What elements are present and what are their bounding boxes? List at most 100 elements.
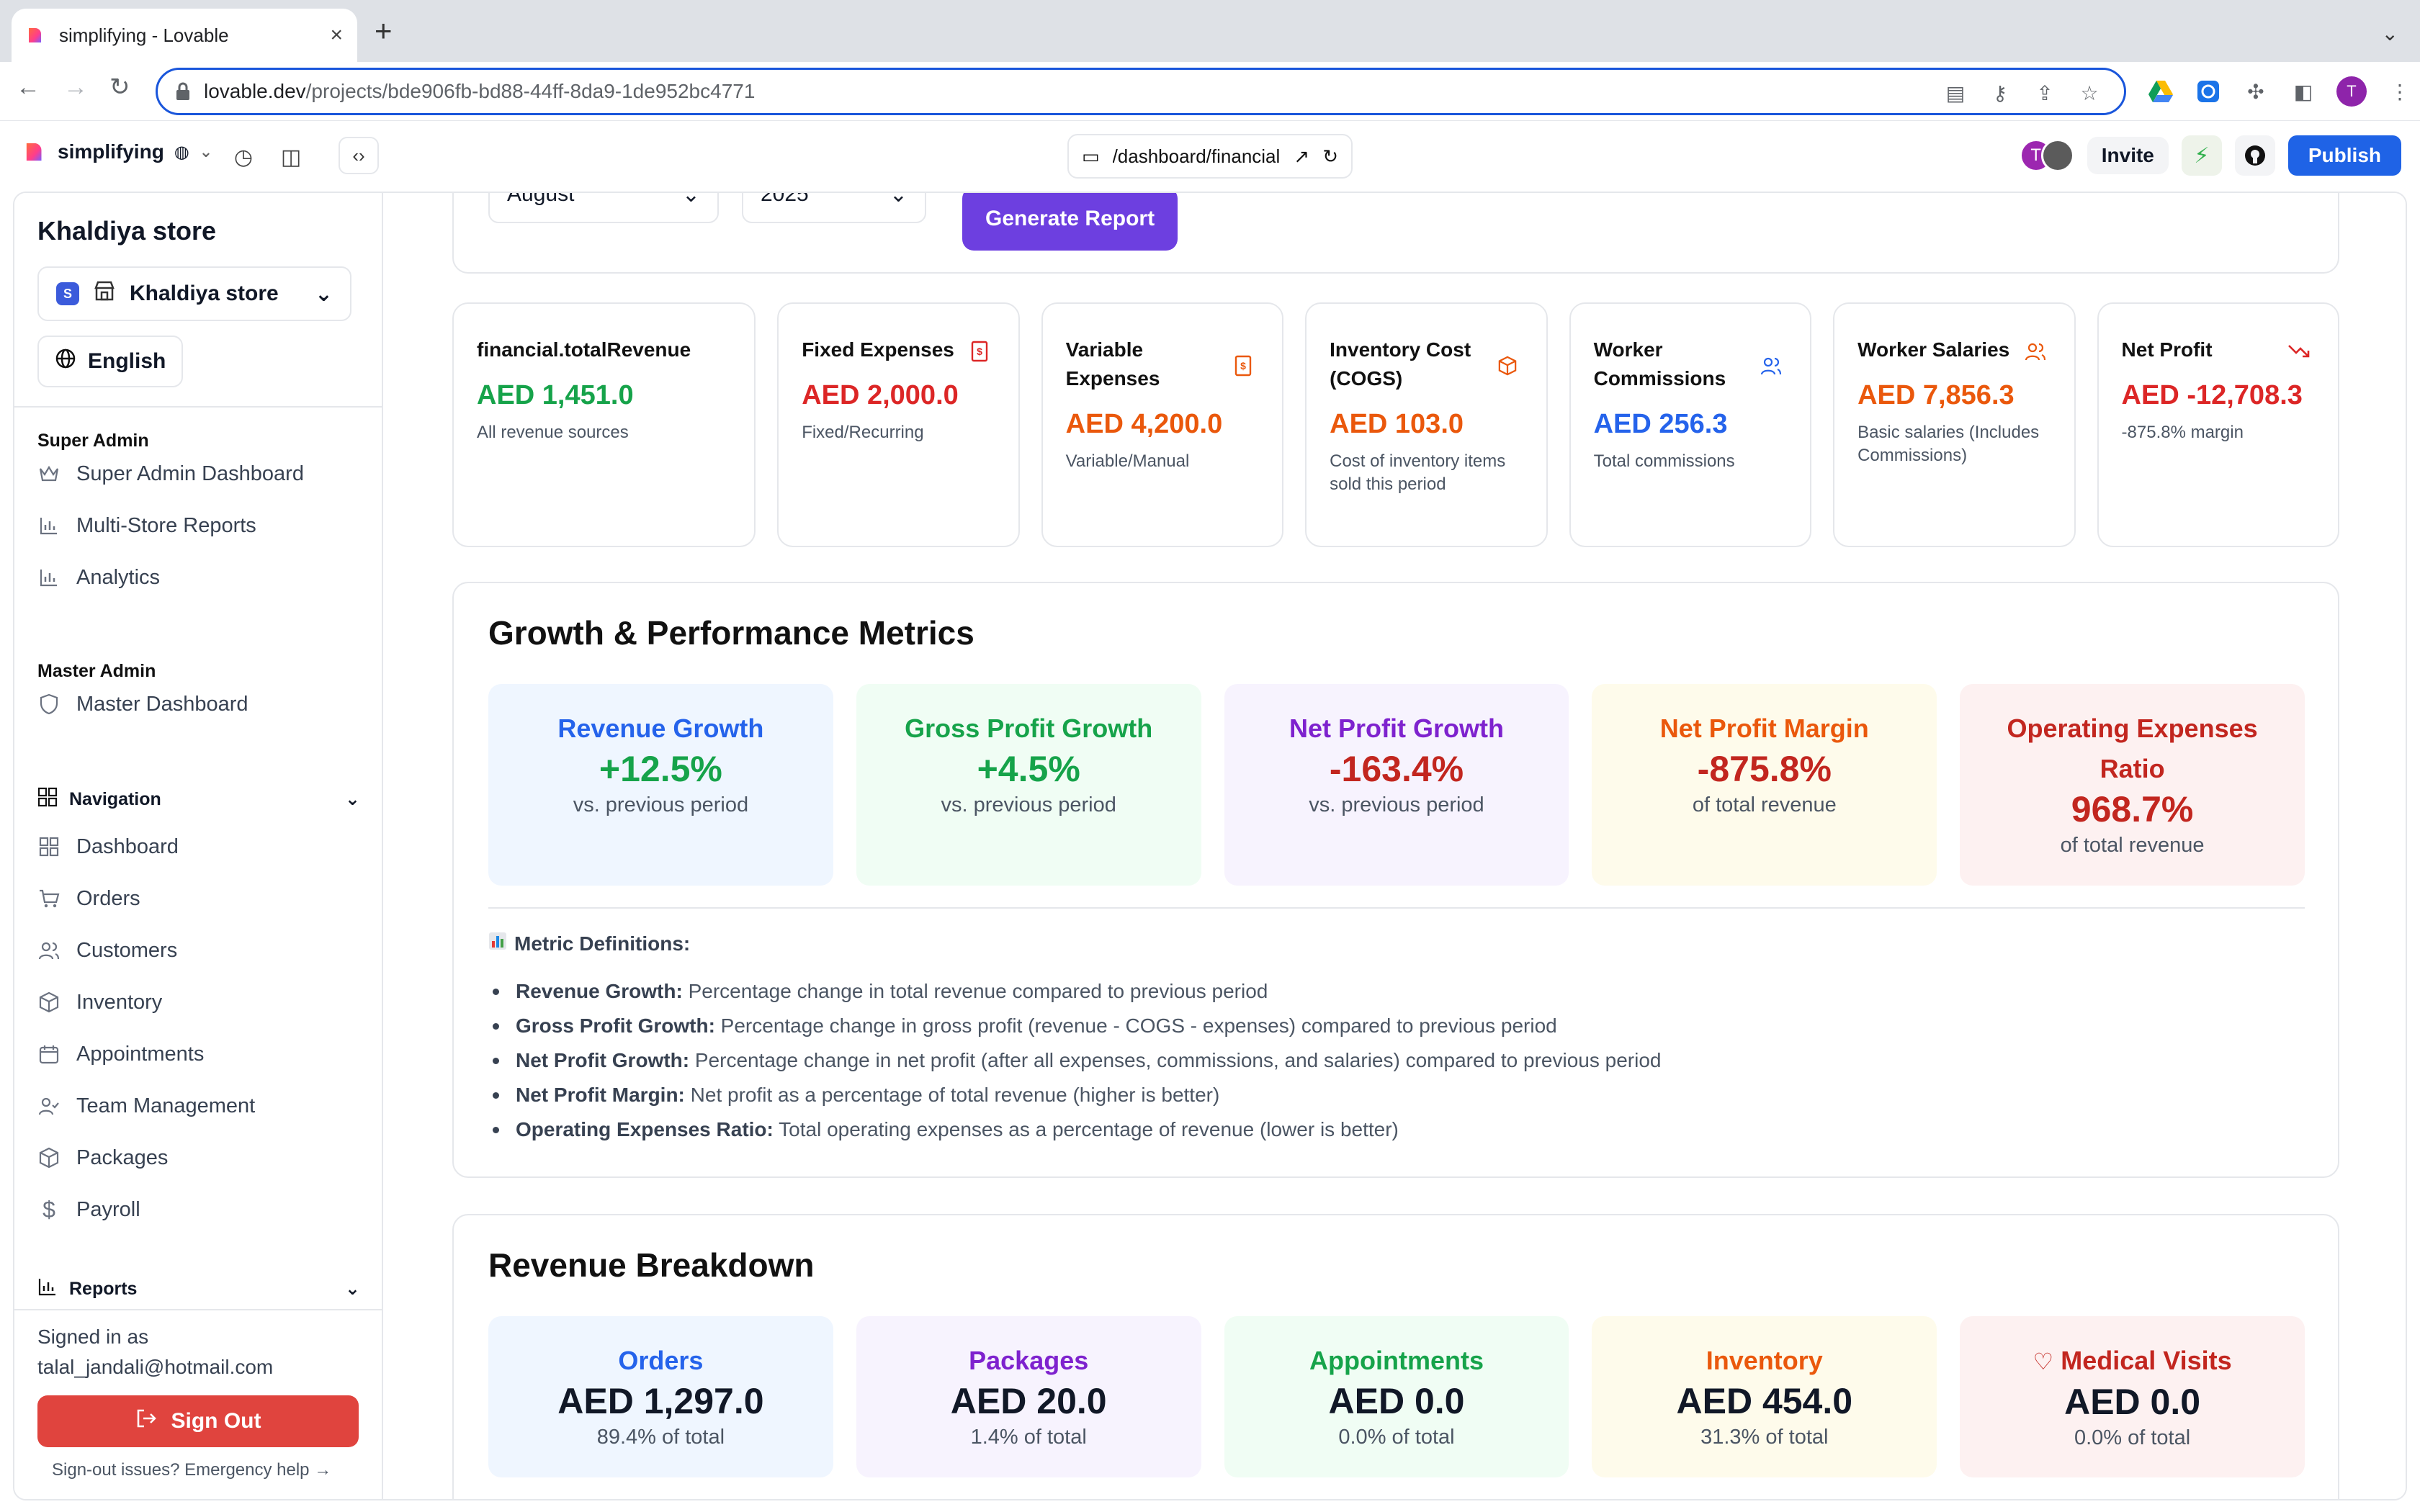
tile-subtext: of total revenue [1692, 793, 1837, 816]
navigation-section-toggle[interactable]: Navigation ⌄ [37, 782, 360, 816]
chevron-down-icon: ⌄ [345, 1279, 360, 1299]
metric-value: AED 256.3 [1593, 409, 1728, 439]
sidebar-item-customers[interactable]: Customers [37, 929, 177, 972]
side-panel-icon[interactable]: ◧ [2293, 80, 2313, 103]
refresh-preview-icon[interactable]: ↻ [1322, 145, 1338, 167]
sidebar-item-label: Orders [76, 886, 140, 910]
tile-subtext: vs. previous period [941, 793, 1116, 816]
puzzle-extensions-icon[interactable]: ✣ [2247, 80, 2264, 103]
collaborator-avatars[interactable]: T [2019, 139, 2074, 172]
extension-app-icon[interactable] [2194, 77, 2223, 106]
tile-subtext: vs. previous period [1309, 793, 1484, 816]
sidebar-item-team-management[interactable]: Team Management [37, 1084, 255, 1128]
emergency-help-link[interactable]: Sign-out issues? Emergency help → [52, 1460, 332, 1480]
metric-value: AED 4,200.0 [1065, 409, 1223, 439]
definition-text: Total operating expenses as a percentage… [773, 1118, 1399, 1140]
clipboard-icon[interactable]: ▤ [1945, 81, 1966, 104]
metric-card-worker-commissions: Worker Commissions AED 256.3 Total commi… [1569, 302, 1812, 547]
reports-label: Reports [69, 1278, 138, 1299]
lovable-logo-icon [26, 143, 42, 161]
signed-in-info: Signed in as talal_jandali@hotmail.com [37, 1322, 273, 1382]
metric-card-fixed-expenses: $ Fixed Expenses AED 2,000.0 Fixed/Recur… [777, 302, 1020, 547]
users-icon [1758, 353, 1784, 379]
divider [488, 907, 2305, 909]
sidebar-item-inventory[interactable]: Inventory [37, 981, 162, 1024]
heart-icon: ♡ [2033, 1349, 2054, 1374]
metric-card-net-profit: Net Profit AED -12,708.3 -875.8% margin [2097, 302, 2339, 547]
tile-value: AED 20.0 [950, 1381, 1107, 1421]
sidebar-item-appointments[interactable]: Appointments [37, 1032, 204, 1076]
metric-definitions-heading: Metric Definitions: [488, 932, 2303, 955]
preview-path[interactable]: /dashboard/financial [1112, 145, 1281, 167]
sidebar-item-multi-store-reports[interactable]: Multi-Store Reports [37, 504, 256, 547]
sign-out-button[interactable]: Sign Out [37, 1395, 359, 1447]
sidebar-toggle-icon[interactable]: ◫ [280, 145, 302, 169]
forward-icon[interactable]: → [63, 73, 88, 101]
revenue-tile-medical-visits: ♡ Medical Visits AED 0.0 0.0% of total [1960, 1316, 2305, 1477]
github-icon[interactable] [2234, 135, 2275, 176]
growth-performance-panel: Growth & Performance Metrics Revenue Gro… [452, 582, 2339, 1178]
publish-button[interactable]: Publish [2287, 135, 2401, 176]
definition-text: Percentage change in total revenue compa… [682, 980, 1268, 1002]
url-field[interactable]: lovable.dev/projects/bde906fb-bd88-44ff-… [156, 68, 2126, 115]
revenue-tiles: Orders AED 1,297.0 89.4% of total Packag… [488, 1316, 2305, 1477]
financial-summary-cards: financial.totalRevenue AED 1,451.0 All r… [452, 302, 2339, 547]
project-name: simplifying [58, 140, 164, 163]
supabase-bolt-icon[interactable]: ⚡ [2181, 135, 2222, 176]
user-check-icon [37, 1094, 60, 1117]
master-admin-label: Master Admin [37, 661, 156, 681]
code-view-button[interactable]: ‹› [339, 137, 379, 174]
share-icon[interactable]: ⇪ [2036, 81, 2053, 104]
sidebar-item-payroll[interactable]: $ Payroll [37, 1188, 140, 1231]
calendar-icon [37, 1043, 60, 1066]
history-icon[interactable]: ◷ [233, 145, 254, 169]
tile-label: Inventory [1706, 1346, 1823, 1375]
new-tab-icon[interactable]: + [375, 14, 393, 48]
chevron-down-icon: ⌄ [889, 193, 908, 207]
tile-subtext: 89.4% of total [596, 1426, 725, 1449]
month-select[interactable]: August ⌄ [488, 193, 719, 223]
sidebar-item-analytics[interactable]: Analytics [37, 556, 160, 599]
drive-extension-icon[interactable] [2146, 77, 2175, 106]
reload-icon[interactable]: ↻ [109, 73, 130, 101]
store-select[interactable]: S Khaldiya store ⌄ [37, 266, 351, 321]
tile-subtext: of total revenue [2060, 834, 2205, 857]
tile-value: AED 0.0 [1328, 1381, 1465, 1421]
device-icon[interactable]: ▭ [1082, 145, 1100, 167]
tile-subtext: 0.0% of total [2074, 1426, 2191, 1449]
bookmark-star-icon[interactable]: ☆ [2080, 81, 2099, 104]
key-icon[interactable]: ⚷ [1992, 81, 2008, 104]
browser-tab[interactable]: simplifying - Lovable × [12, 9, 357, 62]
profile-avatar[interactable]: T [2336, 76, 2367, 107]
language-button[interactable]: English [37, 336, 184, 387]
year-select[interactable]: 2025 ⌄ [742, 193, 926, 223]
store-icon [94, 281, 115, 307]
sidebar-item-dashboard[interactable]: Dashboard [37, 825, 179, 868]
sidebar-item-label: Master Dashboard [76, 692, 248, 716]
close-tab-icon[interactable]: × [330, 23, 343, 47]
open-external-icon[interactable]: ↗ [1294, 145, 1310, 167]
revenue-tile-appointments: Appointments AED 0.0 0.0% of total [1224, 1316, 1569, 1477]
package-icon [37, 1146, 60, 1169]
section-title: Growth & Performance Metrics [488, 614, 974, 652]
back-icon[interactable]: ← [16, 73, 40, 101]
metric-value: AED -12,708.3 [2121, 380, 2303, 410]
browser-menu-icon[interactable]: ⋮ [2390, 80, 2410, 103]
sidebar: Khaldiya store S Khaldiya store ⌄ Englis… [14, 193, 383, 1499]
definition-term: Gross Profit Growth: [516, 1014, 715, 1037]
super-admin-label: Super Admin [37, 431, 149, 451]
list-item: Net Profit Margin: Net profit as a perce… [488, 1078, 2303, 1112]
sidebar-item-super-admin-dashboard[interactable]: Super Admin Dashboard [37, 452, 304, 495]
sidebar-item-packages[interactable]: Packages [37, 1136, 168, 1179]
sidebar-item-orders[interactable]: Orders [37, 877, 140, 920]
sidebar-item-master-dashboard[interactable]: Master Dashboard [37, 683, 248, 726]
code-icon: ‹› [352, 144, 365, 166]
definition-term: Net Profit Growth: [516, 1049, 690, 1071]
revenue-tile-inventory: Inventory AED 454.0 31.3% of total [1592, 1316, 1937, 1477]
reports-section-toggle[interactable]: Reports ⌄ [37, 1272, 360, 1306]
project-switcher[interactable]: simplifying ◍ ⌄ [23, 140, 212, 164]
invite-button[interactable]: Invite [2087, 137, 2169, 174]
tab-search-chevron-icon[interactable]: ⌄ [2381, 22, 2398, 45]
preview-path-bar[interactable]: ▭ /dashboard/financial ↗ ↻ [1067, 134, 1353, 179]
generate-report-button[interactable]: Generate Report [962, 193, 1178, 251]
